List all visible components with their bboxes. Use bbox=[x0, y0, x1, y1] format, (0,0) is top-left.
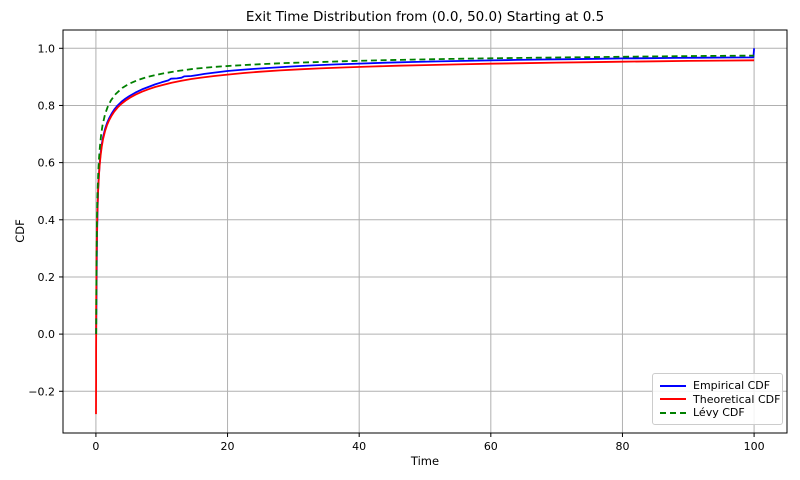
legend-row: Lévy CDF bbox=[660, 406, 775, 419]
y-tick-label: 0.8 bbox=[38, 99, 56, 112]
axes-background bbox=[63, 30, 787, 433]
x-tick-label: 100 bbox=[744, 440, 765, 453]
y-axis-label: CDF bbox=[13, 219, 27, 243]
legend-line-sample-empirical bbox=[660, 384, 686, 387]
axes-spines bbox=[62, 29, 788, 434]
legend-label: Lévy CDF bbox=[693, 406, 745, 419]
y-tick-label: 0.4 bbox=[38, 214, 56, 227]
x-tick-label: 0 bbox=[92, 440, 99, 453]
legend-line-sample-theoretical bbox=[660, 398, 686, 400]
x-tick-label: 20 bbox=[221, 440, 235, 453]
y-tick-label: 0.0 bbox=[38, 328, 56, 341]
legend-label: Empirical CDF bbox=[693, 379, 771, 392]
legend-row: Theoretical CDF bbox=[660, 393, 780, 406]
legend: Empirical CDF Theoretical CDF Lévy CDF bbox=[652, 373, 783, 425]
y-tick-label: 0.2 bbox=[38, 271, 56, 284]
x-axis-label: Time bbox=[410, 454, 440, 468]
legend-label: Theoretical CDF bbox=[693, 392, 781, 406]
legend-row: Empirical CDF bbox=[660, 379, 775, 392]
x-tick-label: 80 bbox=[615, 440, 629, 453]
y-tick-label: 1.0 bbox=[38, 42, 56, 55]
x-tick-label: 40 bbox=[352, 440, 366, 453]
series-l-vy-cdf bbox=[95, 54, 755, 335]
chart-title: Exit Time Distribution from (0.0, 50.0) … bbox=[245, 9, 605, 25]
y-tick-label: 0.6 bbox=[38, 157, 56, 170]
y-tick-label: −0.2 bbox=[28, 385, 55, 398]
legend-line-sample-levy bbox=[660, 411, 686, 414]
x-tick-label: 60 bbox=[484, 440, 498, 453]
